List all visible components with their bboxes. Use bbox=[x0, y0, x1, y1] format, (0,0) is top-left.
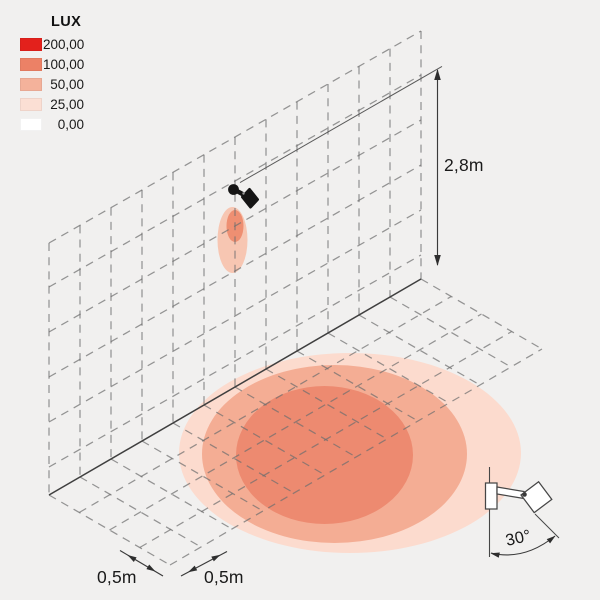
fixture-pivot-dot bbox=[522, 492, 527, 497]
legend-item-100: 100,00 bbox=[20, 58, 84, 71]
grid-dash-line bbox=[389, 296, 512, 368]
fixture-head bbox=[520, 480, 553, 514]
floor-cell-width-dimension: 0,5m bbox=[180, 550, 244, 587]
legend-value-label: 50,00 bbox=[50, 77, 84, 92]
legend-value-label: 100,00 bbox=[43, 57, 85, 72]
arc-arrow-left-icon bbox=[490, 552, 500, 558]
wall-floor-junction-line bbox=[48, 278, 422, 496]
legend-item-50: 50,00 bbox=[20, 78, 84, 91]
height-dimension: 2,8m bbox=[434, 69, 484, 266]
grid-dash-line bbox=[265, 368, 388, 440]
legend-swatch-50 bbox=[20, 78, 42, 91]
legend-title: LUX bbox=[51, 14, 82, 30]
legend-value-label: 0,00 bbox=[57, 117, 84, 132]
grid-dash-line bbox=[78, 295, 452, 514]
grid-dash-line bbox=[234, 386, 357, 458]
grid-dash-line bbox=[358, 314, 481, 386]
legend-swatch-100 bbox=[20, 58, 42, 71]
arrow-up-icon bbox=[434, 69, 441, 80]
legend-swatch-25 bbox=[20, 98, 42, 111]
legend-value-label: 200,00 bbox=[43, 37, 85, 52]
grid-dash-line bbox=[141, 440, 264, 512]
grid-dash-line bbox=[203, 404, 326, 476]
arc-arrow-right-icon bbox=[546, 535, 556, 544]
floor-grid bbox=[48, 278, 543, 566]
depth-dimension-line bbox=[119, 550, 164, 577]
wall-grid bbox=[48, 30, 422, 495]
width-dimension-label: 0,5m bbox=[204, 567, 244, 587]
grid-dash-line bbox=[296, 350, 419, 422]
angle-radial-line bbox=[534, 513, 560, 539]
legend-item-200: 200,00 bbox=[20, 38, 84, 51]
grid-dash-line bbox=[172, 422, 295, 494]
tilt-angle-label: 30° bbox=[504, 527, 533, 550]
grid-dash-line bbox=[48, 164, 422, 378]
fixture-wall-plate bbox=[484, 482, 498, 510]
wall-spotlight bbox=[228, 184, 259, 209]
arrow-down-left-icon bbox=[188, 565, 198, 573]
grid-dash-line bbox=[48, 494, 171, 566]
grid-dash-line bbox=[110, 458, 233, 530]
grid-dash-line bbox=[48, 119, 422, 333]
grid-dash-line bbox=[48, 30, 422, 244]
legend-swatch-200 bbox=[20, 38, 42, 51]
arrow-down-icon bbox=[434, 255, 441, 266]
grid-dash-line bbox=[79, 476, 202, 548]
arrow-down-right-icon bbox=[146, 564, 156, 572]
grid-dash-line bbox=[109, 313, 482, 531]
legend-swatch-0 bbox=[20, 118, 42, 131]
height-dimension-label: 2,8m bbox=[444, 155, 484, 175]
lamp-head bbox=[241, 188, 259, 209]
grid-dash-line bbox=[420, 278, 543, 350]
height-reference-line bbox=[239, 65, 443, 184]
grid-dash-line bbox=[48, 254, 422, 468]
grid-dash-line bbox=[169, 348, 543, 566]
wall-glow bbox=[217, 207, 248, 273]
grid-dash-line bbox=[48, 74, 422, 288]
grid-dash-line bbox=[48, 209, 422, 423]
floor-pool-100-ellipse bbox=[236, 386, 413, 524]
tilt-detail: 30° bbox=[484, 467, 560, 558]
arrow-up-right-icon bbox=[211, 554, 221, 562]
floor-cell-depth-dimension: 0,5m bbox=[97, 550, 164, 587]
legend-value-label: 25,00 bbox=[50, 97, 84, 112]
lamp-hinge-dot bbox=[242, 192, 245, 195]
legend-item-25: 25,00 bbox=[20, 98, 84, 111]
arrow-up-left-icon bbox=[127, 555, 137, 562]
legend-item-0: 0,00 bbox=[20, 118, 84, 131]
lux-legend: LUX 200,00 100,00 50,00 25,00 0,00 bbox=[20, 14, 84, 138]
grid-dash-line bbox=[327, 332, 450, 404]
grid-dash-line bbox=[139, 330, 513, 549]
depth-dimension-label: 0,5m bbox=[97, 567, 137, 587]
